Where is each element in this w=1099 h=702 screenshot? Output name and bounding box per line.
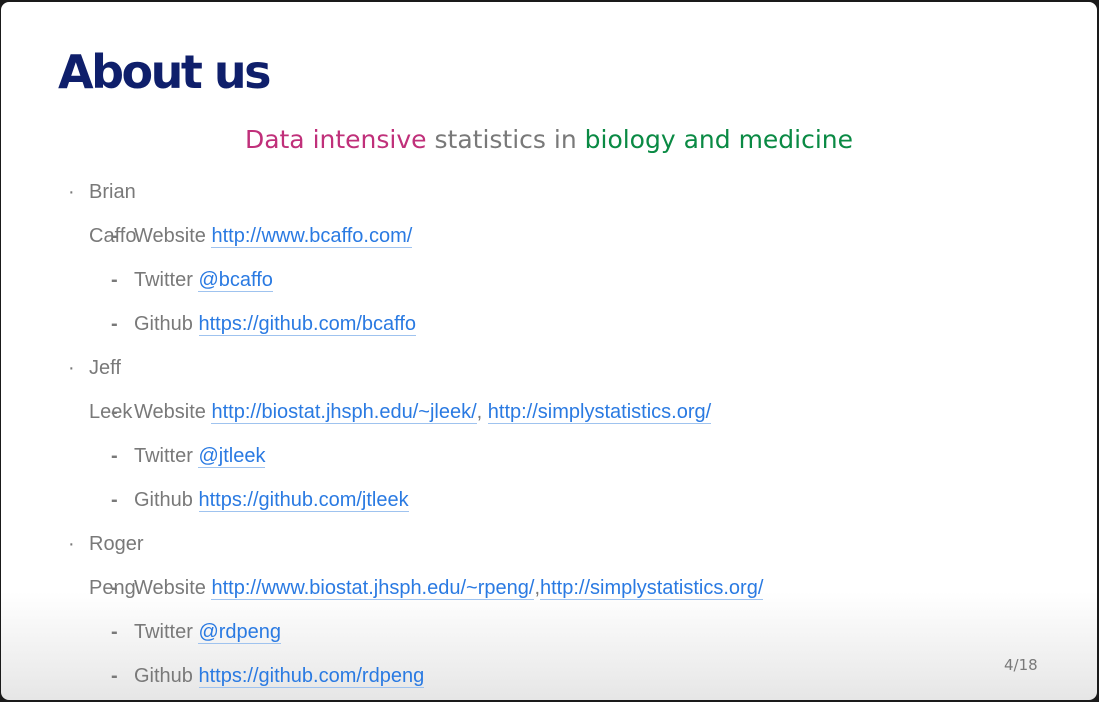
twitter-label: Twitter — [134, 621, 193, 643]
twitter-link[interactable]: @jtleek — [198, 445, 266, 468]
dash-icon: - — [111, 225, 118, 247]
github-link[interactable]: https://github.com/jtleek — [198, 489, 409, 512]
subtitle-highlight-biology-medicine: biology and medicine — [584, 125, 854, 154]
dash-icon: - — [111, 489, 118, 511]
twitter-link[interactable]: @bcaffo — [198, 269, 273, 292]
twitter-label: Twitter — [134, 269, 193, 291]
twitter-label: Twitter — [134, 445, 193, 467]
link-separator: , — [476, 401, 488, 423]
person-name: Brian Caffo — [89, 181, 137, 247]
twitter-link[interactable]: @rdpeng — [198, 621, 282, 644]
github-label: Github — [134, 489, 193, 511]
person-name: Roger Peng — [89, 533, 144, 599]
dash-icon: - — [111, 445, 118, 467]
bullet-icon: · — [68, 181, 75, 203]
subtitle-middle: statistics in — [426, 125, 585, 154]
website-label: Website — [134, 225, 206, 247]
website-label: Website — [134, 401, 206, 423]
dash-icon: - — [111, 577, 118, 599]
website-link[interactable]: http://www.bcaffo.com/ — [211, 225, 413, 248]
link-separator: , — [534, 577, 540, 599]
bullet-icon: · — [68, 357, 75, 379]
dash-icon: - — [111, 269, 118, 291]
page-number: 4/18 — [1004, 656, 1038, 674]
dash-icon: - — [111, 621, 118, 643]
github-label: Github — [134, 313, 193, 335]
slide-subtitle: Data intensive statistics in biology and… — [1, 123, 1097, 157]
subtitle-highlight-data-intensive: Data intensive — [244, 125, 427, 154]
github-link[interactable]: https://github.com/rdpeng — [198, 665, 425, 688]
website-link-secondary[interactable]: http://simplystatistics.org/ — [540, 577, 764, 600]
dash-icon: - — [111, 313, 118, 335]
dash-icon: - — [111, 401, 118, 423]
dash-icon: - — [111, 665, 118, 687]
website-link[interactable]: http://www.biostat.jhsph.edu/~rpeng/ — [211, 577, 535, 600]
github-link[interactable]: https://github.com/bcaffo — [198, 313, 417, 336]
github-label: Github — [134, 665, 193, 687]
person-name: Jeff Leek — [89, 357, 133, 423]
bullet-icon: · — [68, 533, 75, 555]
slide-title: About us — [58, 45, 272, 99]
website-label: Website — [134, 577, 206, 599]
website-link[interactable]: http://biostat.jhsph.edu/~jleek/ — [211, 401, 477, 424]
website-link-secondary[interactable]: http://simplystatistics.org/ — [487, 401, 712, 424]
